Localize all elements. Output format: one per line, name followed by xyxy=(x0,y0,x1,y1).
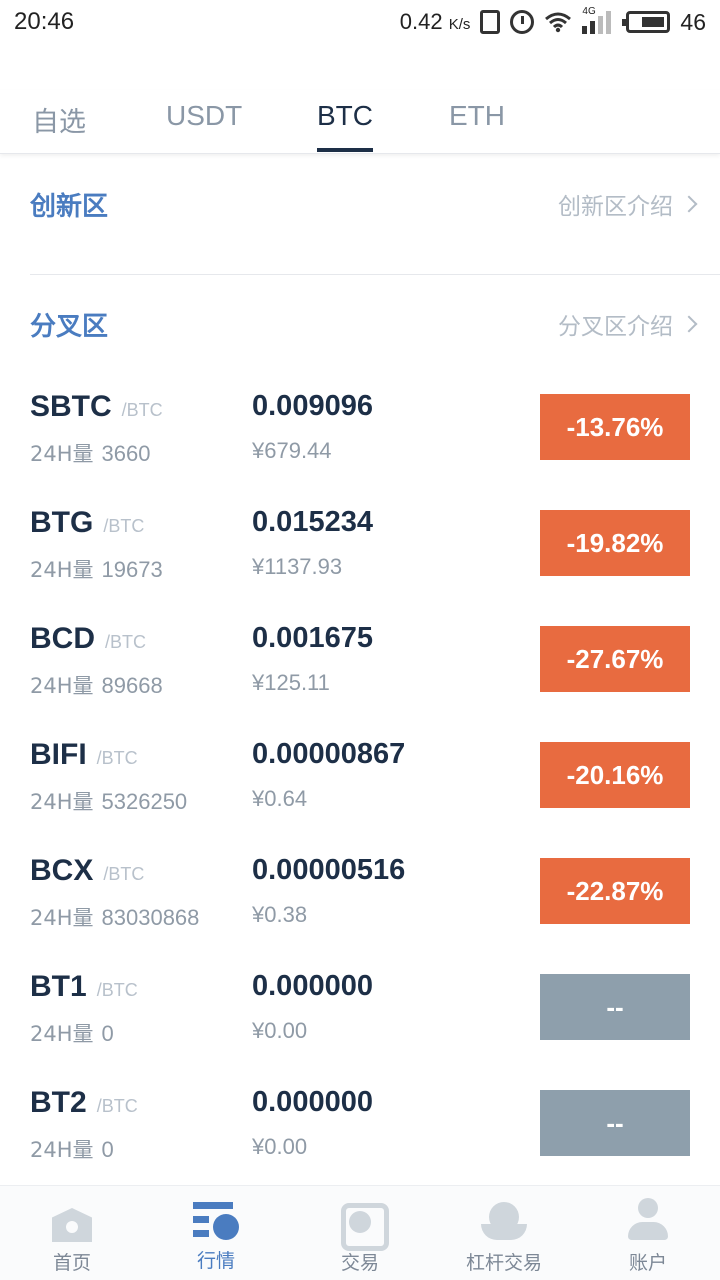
status-time: 20:46 xyxy=(14,8,75,35)
fork-zone-title: 分叉区 xyxy=(30,311,109,342)
fork-zone-intro-link[interactable]: 分叉区介绍 xyxy=(558,307,698,341)
tab-favorites[interactable]: 自选 xyxy=(32,107,86,138)
battery-icon xyxy=(622,11,671,33)
trade-icon xyxy=(338,1200,389,1251)
coin-volume: 19673 xyxy=(101,557,163,582)
coin-cny-price: ¥679.44 xyxy=(252,438,332,463)
coin-symbol: BCD xyxy=(30,622,95,655)
battery-percent: 46 xyxy=(680,8,706,35)
network-speed-unit: K/s xyxy=(448,16,471,33)
nav-leverage[interactable]: 杠杆交易 xyxy=(432,1186,576,1280)
volume-label: 24H量 xyxy=(30,1022,94,1046)
wifi-icon xyxy=(545,12,572,33)
coin-price: 0.015234 xyxy=(252,506,373,538)
volume-label: 24H量 xyxy=(30,906,94,930)
coin-volume: 83030868 xyxy=(101,905,200,930)
coin-cny-price: ¥125.11 xyxy=(252,670,330,695)
coin-list: SBTC/BTC 24H量 3660 0.009096 ¥679.44 -13.7… xyxy=(0,388,720,1200)
coin-price: 0.000000 xyxy=(252,1086,373,1118)
signal-icon: 4G xyxy=(582,6,616,34)
coin-symbol: BIFI xyxy=(30,738,87,771)
volume-label: 24H量 xyxy=(30,442,94,466)
coin-volume: 0 xyxy=(101,1137,114,1162)
tab-eth[interactable]: ETH xyxy=(449,100,505,131)
coin-pair: /BTC xyxy=(96,748,138,768)
coin-pair: /BTC xyxy=(121,400,163,420)
innovation-zone-intro-link[interactable]: 创新区介绍 xyxy=(558,187,698,221)
nav-trade[interactable]: 交易 xyxy=(288,1186,432,1280)
coin-volume: 3660 xyxy=(101,441,151,466)
coin-row[interactable]: BIFI/BTC 24H量 5326250 0.00000867 ¥0.64 -2… xyxy=(0,736,720,852)
network-type: 4G xyxy=(582,6,596,17)
volume-label: 24H量 xyxy=(30,558,94,582)
coin-cny-price: ¥1137.93 xyxy=(252,554,343,579)
innovation-zone-title: 创新区 xyxy=(30,191,109,222)
tab-btc[interactable]: BTC xyxy=(317,100,373,152)
coin-pair: /BTC xyxy=(103,516,145,536)
volume-label: 24H量 xyxy=(30,674,94,698)
coin-price: 0.001675 xyxy=(252,622,373,654)
coin-price: 0.00000867 xyxy=(252,738,406,770)
volume-label: 24H量 xyxy=(30,790,94,814)
coin-price: 0.009096 xyxy=(252,390,373,422)
coin-pair: /BTC xyxy=(103,864,145,884)
nav-home[interactable]: 首页 xyxy=(0,1186,144,1280)
section-divider xyxy=(30,274,720,275)
network-speed: 0.42 K/s xyxy=(399,9,471,34)
coin-symbol: BCX xyxy=(30,854,94,887)
account-icon xyxy=(626,1198,670,1242)
coin-symbol: BT2 xyxy=(30,1086,87,1119)
home-icon xyxy=(52,1208,92,1242)
coin-symbol: BT1 xyxy=(30,970,87,1003)
volume-label: 24H量 xyxy=(30,1138,94,1162)
coin-volume: 0 xyxy=(101,1021,114,1046)
lever-icon xyxy=(481,1202,527,1242)
change-badge[interactable]: -20.16% xyxy=(540,742,690,808)
coin-pair: /BTC xyxy=(96,980,138,1000)
coin-price: 0.00000516 xyxy=(252,854,406,886)
coin-pair: /BTC xyxy=(105,632,147,652)
coin-cny-price: ¥0.00 xyxy=(252,1134,308,1159)
innovation-zone-header: 创新区 创新区介绍 xyxy=(30,174,698,234)
coin-row[interactable]: BT1/BTC 24H量 0 0.000000 ¥0.00 -- xyxy=(0,968,720,1084)
change-badge[interactable]: -19.82% xyxy=(540,510,690,576)
market-icon xyxy=(193,1200,239,1240)
coin-row[interactable]: BTG/BTC 24H量 19673 0.015234 ¥1137.93 -19.… xyxy=(0,504,720,620)
market-tabs: 自选 USDT BTC ETH xyxy=(0,90,720,154)
change-badge[interactable]: -27.67% xyxy=(540,626,690,692)
tab-usdt[interactable]: USDT xyxy=(166,100,243,131)
nav-account[interactable]: 账户 xyxy=(576,1186,720,1280)
coin-volume: 5326250 xyxy=(101,789,188,814)
coin-cny-price: ¥0.64 xyxy=(252,786,308,811)
coin-cny-price: ¥0.38 xyxy=(252,902,308,927)
change-badge[interactable]: -- xyxy=(540,1090,690,1156)
bottom-nav: 首页 行情 交易 杠杆交易 账户 xyxy=(0,1185,720,1280)
coin-cny-price: ¥0.00 xyxy=(252,1018,308,1043)
coin-price: 0.000000 xyxy=(252,970,373,1002)
chevron-right-icon xyxy=(680,195,698,213)
status-bar: 20:46 0.42 K/s 4G 46 xyxy=(0,0,720,44)
change-badge[interactable]: -- xyxy=(540,974,690,1040)
vibrate-icon xyxy=(480,10,501,34)
coin-row[interactable]: SBTC/BTC 24H量 3660 0.009096 ¥679.44 -13.7… xyxy=(0,388,720,504)
change-badge[interactable]: -22.87% xyxy=(540,858,690,924)
nav-market[interactable]: 行情 xyxy=(144,1186,288,1280)
coin-symbol: BTG xyxy=(30,506,94,539)
chevron-right-icon xyxy=(680,315,698,333)
coin-volume: 89668 xyxy=(101,673,163,698)
coin-row[interactable]: BT2/BTC 24H量 0 0.000000 ¥0.00 -- xyxy=(0,1084,720,1200)
coin-row[interactable]: BCX/BTC 24H量 83030868 0.00000516 ¥0.38 -2… xyxy=(0,852,720,968)
fork-zone-header: 分叉区 分叉区介绍 xyxy=(30,294,698,354)
coin-row[interactable]: BCD/BTC 24H量 89668 0.001675 ¥125.11 -27.6… xyxy=(0,620,720,736)
status-icons: 0.42 K/s 4G 46 xyxy=(399,6,706,36)
coin-pair: /BTC xyxy=(96,1096,138,1116)
coin-symbol: SBTC xyxy=(30,390,112,423)
change-badge[interactable]: -13.76% xyxy=(540,394,690,460)
alarm-icon xyxy=(510,10,535,34)
